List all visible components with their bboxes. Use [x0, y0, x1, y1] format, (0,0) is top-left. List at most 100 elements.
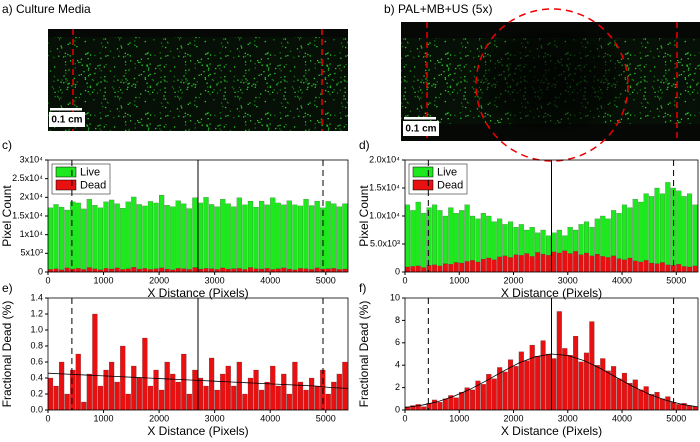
bar — [109, 268, 115, 273]
bar — [253, 268, 259, 273]
bar — [605, 218, 611, 258]
bar — [507, 257, 514, 273]
bar — [281, 267, 287, 273]
bar — [53, 204, 59, 269]
y-tick-label: 1x10⁴ — [20, 229, 44, 239]
y-tick-label: 0 — [395, 404, 400, 414]
bar — [275, 268, 281, 273]
bar — [236, 268, 242, 273]
bar — [432, 399, 438, 411]
x-tick-label: 0 — [402, 275, 407, 285]
bar — [426, 207, 432, 266]
bar — [70, 201, 76, 270]
bar — [573, 335, 579, 411]
bar — [164, 268, 170, 273]
bar — [125, 201, 131, 269]
bar — [589, 255, 595, 273]
bar — [589, 321, 595, 411]
x-tick-label: 4000 — [260, 275, 280, 285]
bar — [518, 351, 524, 411]
bar — [632, 260, 638, 273]
bar — [59, 206, 65, 270]
bar — [275, 202, 281, 269]
bar — [545, 255, 552, 273]
y-tick-label: 1.2 — [30, 308, 43, 318]
x-tick-label: 2000 — [149, 275, 169, 285]
bar — [164, 361, 170, 411]
bar — [242, 204, 248, 270]
bar — [583, 252, 589, 273]
bar — [578, 361, 584, 411]
x-tick-label: 4000 — [612, 275, 632, 285]
bar — [242, 393, 248, 411]
y-tick-label: 0.8 — [30, 340, 43, 350]
bar — [491, 378, 497, 411]
bar — [486, 257, 492, 273]
bar — [421, 406, 427, 411]
bar — [594, 365, 600, 411]
x-tick-label: 0 — [402, 413, 407, 423]
y-axis-label: Pixel Count — [0, 185, 14, 247]
bar — [654, 391, 660, 411]
bar — [342, 361, 348, 411]
bar — [325, 201, 331, 269]
y-tick-label: 2x10⁴ — [20, 192, 44, 202]
x-tick-label: 3000 — [205, 413, 225, 423]
bar — [421, 267, 427, 273]
bar — [192, 197, 198, 268]
bar — [147, 385, 154, 411]
bar — [448, 264, 454, 273]
bar — [264, 381, 270, 411]
x-tick-label: 1000 — [449, 275, 469, 285]
x-tick-label: 2000 — [149, 413, 169, 423]
treatment-circle — [475, 8, 629, 162]
bar — [281, 373, 287, 411]
scale-label: 0.1 cm — [51, 115, 82, 126]
bar — [331, 268, 337, 273]
bar — [513, 227, 519, 255]
bar — [231, 385, 237, 411]
bar — [125, 268, 131, 273]
bar — [659, 398, 665, 411]
bar — [220, 373, 226, 411]
bar — [529, 256, 535, 273]
bar — [687, 266, 693, 273]
bar — [159, 389, 165, 411]
bar — [524, 253, 530, 273]
bar — [47, 377, 54, 411]
x-tick-label: 4000 — [612, 413, 632, 423]
bar — [562, 235, 568, 251]
bar — [556, 252, 562, 273]
bar — [529, 344, 535, 411]
bar — [480, 384, 486, 411]
bar — [153, 202, 159, 269]
bar — [578, 224, 584, 255]
x-tick-label: 5000 — [316, 275, 336, 285]
bar — [47, 207, 54, 270]
bar — [297, 205, 304, 269]
bar — [259, 268, 265, 273]
legend-swatch — [55, 179, 77, 191]
bar — [292, 361, 298, 411]
y-tick-label: 1.0x10⁴ — [369, 210, 400, 220]
bar — [209, 204, 215, 269]
bar — [275, 385, 281, 411]
bar — [81, 401, 87, 411]
bar — [225, 365, 231, 411]
bar — [64, 267, 70, 273]
bar — [643, 386, 649, 411]
bar — [567, 227, 573, 254]
bar — [147, 201, 154, 270]
y-tick-label: 8 — [395, 315, 400, 325]
bar — [103, 268, 109, 273]
bar — [181, 353, 187, 411]
bar — [231, 268, 237, 273]
bar — [231, 206, 237, 269]
bar — [573, 251, 579, 273]
bar — [475, 261, 481, 273]
bar — [676, 404, 682, 411]
bar — [692, 204, 698, 266]
bar — [616, 258, 622, 273]
bar — [605, 257, 611, 273]
bar — [459, 262, 465, 273]
